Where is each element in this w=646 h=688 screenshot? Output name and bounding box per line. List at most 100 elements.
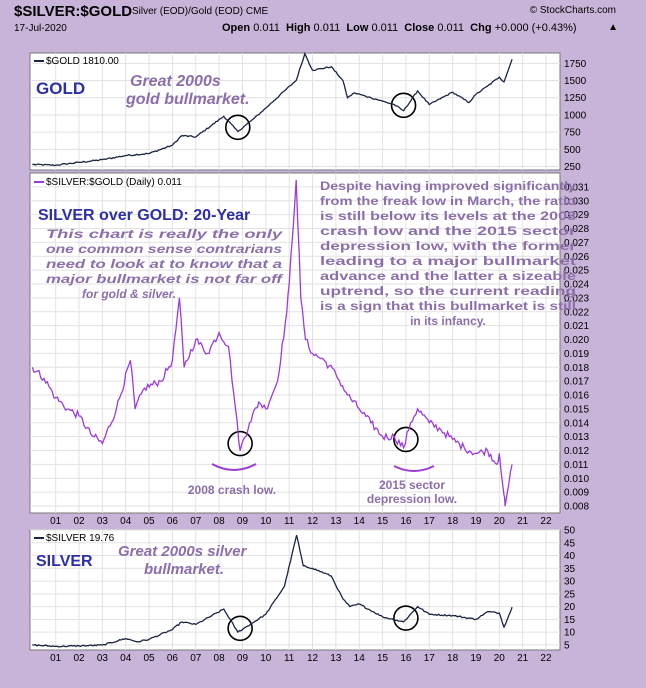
chart-subtitle: Silver (EOD)/Gold (EOD) CME [132, 6, 269, 17]
label-2015-line-1: 2015 sector [379, 478, 445, 492]
y-tick-label: 0.009 [564, 488, 589, 499]
x-tick-label: 03 [97, 653, 109, 664]
x-tick-label: 03 [97, 516, 109, 527]
x-tick-label: 02 [73, 653, 85, 664]
x-tick-label: 07 [190, 653, 202, 664]
y-tick-label: 500 [564, 145, 581, 156]
x-tick-label: 19 [470, 653, 482, 664]
collapse-caret-icon[interactable]: ▲ [608, 22, 618, 33]
chg-label: Chg [470, 22, 492, 34]
smile-2015 [393, 465, 435, 472]
y-tick-label: 40 [564, 551, 576, 562]
x-tick-label: 08 [214, 516, 226, 527]
y-tick-label: 0.016 [564, 391, 589, 402]
x-tick-label: 16 [400, 653, 412, 664]
ratio-note-left-1: This chart is really the only [46, 227, 284, 241]
open-value: 0.011 [253, 22, 280, 34]
gold-circles [224, 92, 417, 141]
y-tick-label: 0.027 [564, 238, 589, 249]
ratio-note-right-8: uptrend, so the current reading [320, 284, 576, 298]
silver-grid [30, 529, 560, 650]
ratio-circles [227, 426, 419, 457]
y-tick-label: 0.015 [564, 404, 589, 415]
silver-panel [29, 529, 561, 651]
high-value: 0.011 [313, 22, 341, 34]
x-tick-label: 02 [73, 516, 85, 527]
y-tick-label: 20 [564, 602, 576, 613]
x-tick-label: 12 [307, 516, 319, 527]
x-tick-label: 04 [120, 653, 132, 664]
open-label: Open [222, 22, 251, 34]
highlight-circle [393, 605, 419, 631]
x-tick-label: 10 [260, 653, 272, 664]
y-tick-label: 45 [564, 538, 576, 549]
silver-x-tick-labels: 01 02 03 04 05 06 07 08 09 10 11 12 13 14 15 16 17 18 19 20… [50, 653, 552, 664]
x-tick-label: 18 [447, 516, 459, 527]
low-value: 0.011 [371, 22, 399, 34]
y-tick-label: 0.031 [564, 182, 589, 193]
x-tick-label: 05 [144, 516, 156, 527]
y-tick-label: 5 [564, 640, 570, 651]
x-tick-label: 21 [517, 653, 529, 664]
ratio-annotation-left: This chart is really the only one common… [46, 227, 284, 301]
gold-price-line [32, 51, 513, 167]
smile-2008 [211, 463, 257, 471]
y-tick-label: 0.018 [564, 363, 589, 374]
highlight-circle [393, 426, 419, 453]
x-tick-label: 22 [540, 653, 552, 664]
silver-annotation-line-2: bullmarket. [144, 561, 224, 578]
x-tick-label: 06 [167, 653, 179, 664]
y-tick-label: 10 [564, 628, 576, 639]
y-tick-label: 35 [564, 564, 576, 575]
ratio-y-tick-labels: 0.008 0.009 0.010 0.011 0.012 0.013 0.014 0.015… [564, 182, 589, 512]
x-tick-label: 19 [470, 516, 482, 527]
y-tick-label: 30 [564, 577, 576, 588]
gold-y-tick-labels: 250 500 750 1000 1250 1500 1750 [564, 59, 587, 173]
silver-annotation-line-1: Great 2000s silver [118, 543, 248, 560]
y-tick-label: 0.020 [564, 335, 589, 346]
ratio-legend-label: $SILVER:$GOLD (Daily) 0.011 [46, 177, 182, 188]
x-tick-label: 11 [284, 653, 295, 664]
chart-title: $SILVER:$GOLD [14, 3, 133, 20]
silver-price-line [32, 534, 513, 648]
x-tick-label: 20 [494, 653, 506, 664]
silver-legend: $SILVER 19.76 [34, 533, 115, 544]
x-tick-label: 07 [190, 516, 202, 527]
y-tick-label: 0.023 [564, 293, 589, 304]
silver-annotation-title: SILVER [36, 553, 93, 570]
ratio-annotation-title: SILVER over GOLD: 20-Year [38, 207, 250, 224]
silver-circles [227, 605, 419, 642]
y-tick-label: 0.025 [564, 266, 589, 277]
y-tick-label: 0.017 [564, 377, 589, 388]
y-tick-label: 0.024 [564, 280, 589, 291]
x-tick-label: 11 [284, 516, 295, 527]
gold-annotation-title: GOLD [36, 79, 85, 98]
ratio-note-right-7: advance and the latter a sizeable [320, 269, 576, 283]
ratio-annotation-right: Despite having improved significantly fr… [320, 179, 576, 328]
y-tick-label: 0.010 [564, 474, 589, 485]
y-tick-label: 0.019 [564, 349, 589, 360]
ratio-note-right-4: crash low and the 2015 sector [320, 224, 576, 238]
label-2008-crash-low: 2008 crash low. [188, 483, 276, 497]
highlight-circle [224, 114, 251, 141]
x-tick-label: 17 [424, 516, 436, 527]
chart-date: 17-Jul-2020 [14, 23, 67, 34]
x-tick-label: 13 [330, 653, 342, 664]
x-tick-label: 15 [377, 516, 389, 527]
ratio-note-left-3: need to look at to know that a [46, 257, 282, 271]
x-tick-label: 09 [237, 516, 249, 527]
x-tick-label: 08 [214, 653, 226, 664]
x-tick-label: 10 [260, 516, 272, 527]
ratio-note-right-5: depression low, with the former [320, 239, 576, 253]
x-tick-label: 05 [144, 653, 156, 664]
label-2015-line-2: depression low. [367, 492, 457, 506]
y-tick-label: 0.011 [564, 460, 589, 471]
x-tick-label: 22 [540, 516, 552, 527]
silver-legend-label: $SILVER 19.76 [46, 533, 115, 544]
x-tick-label: 17 [424, 653, 436, 664]
x-tick-label: 14 [354, 516, 366, 527]
ratio-panel [29, 172, 561, 514]
gold-panel [29, 52, 561, 171]
y-tick-label: 0.029 [564, 210, 589, 221]
